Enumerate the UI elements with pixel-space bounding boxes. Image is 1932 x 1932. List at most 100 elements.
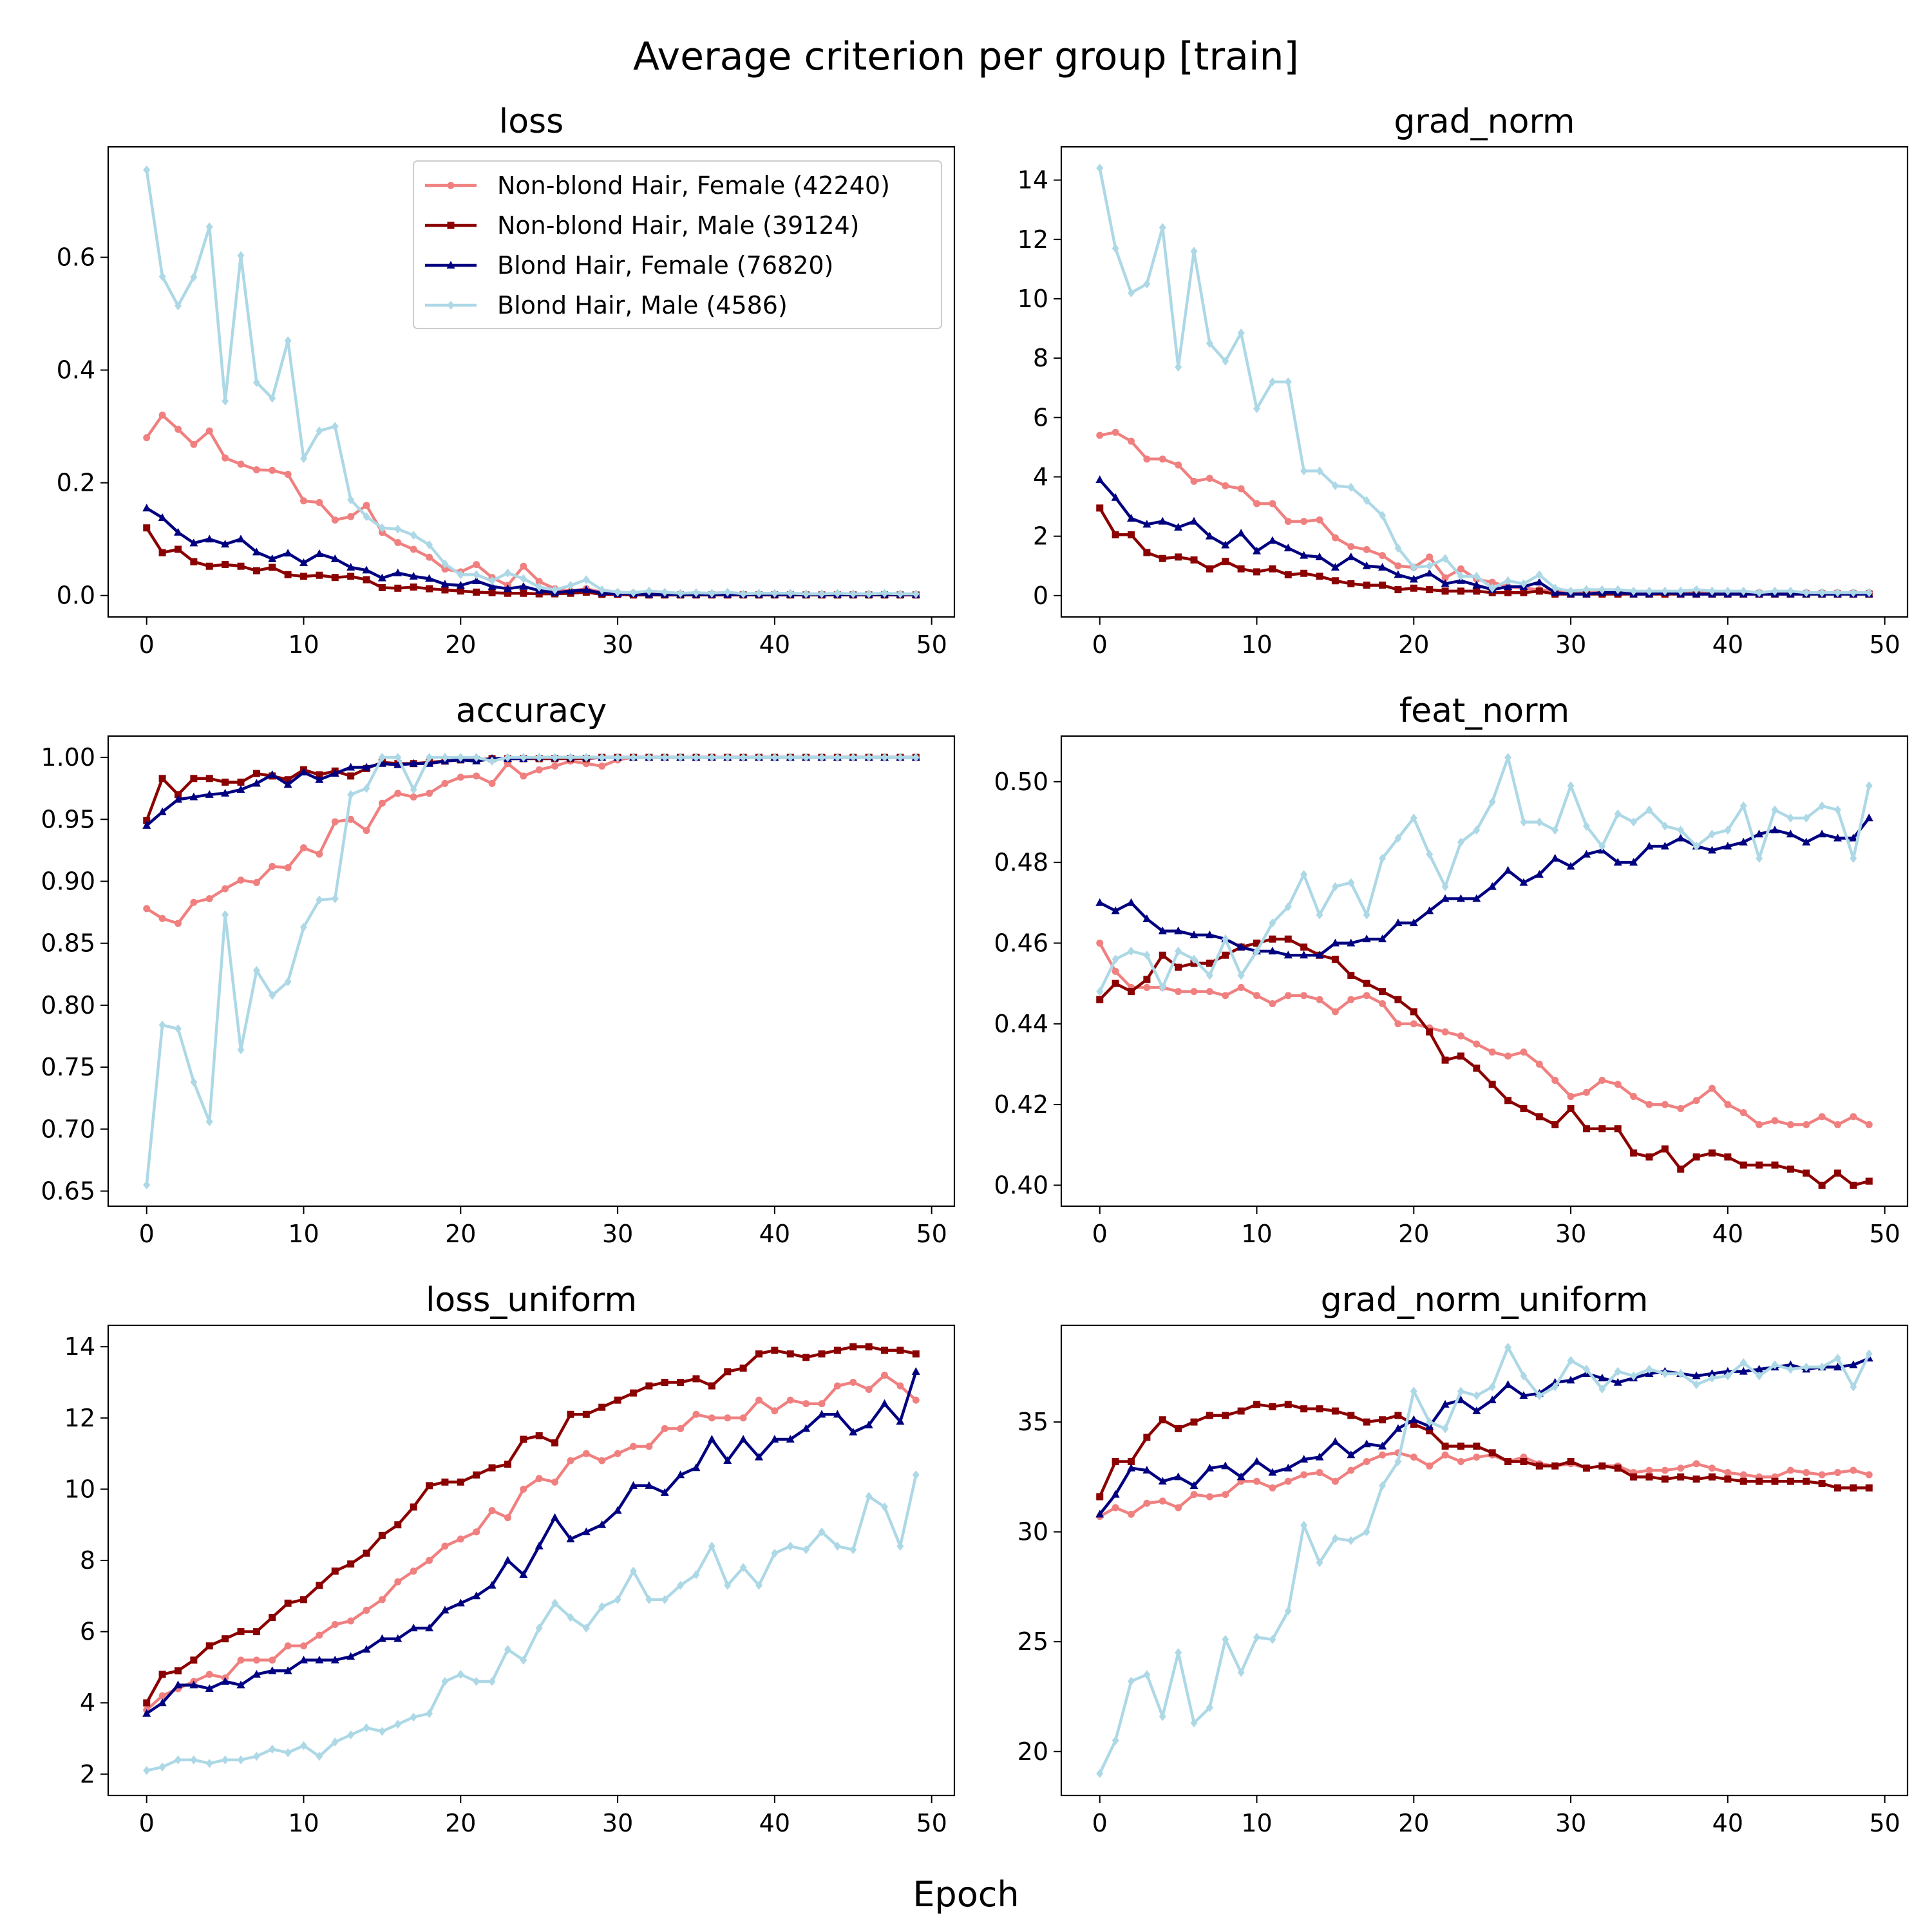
data-point: [1850, 1181, 1857, 1189]
data-point: [629, 1389, 637, 1397]
data-point: [174, 301, 182, 310]
data-point: [158, 1671, 166, 1678]
data-point: [1394, 918, 1403, 927]
data-point: [299, 768, 308, 776]
data-point: [1316, 516, 1323, 524]
data-point: [1692, 1460, 1700, 1468]
data-point: [1253, 568, 1261, 576]
data-point: [190, 1656, 198, 1664]
data-point: [1269, 1403, 1276, 1410]
data-point: [1677, 826, 1685, 835]
data-point: [331, 1738, 339, 1747]
data-point: [1582, 1365, 1590, 1374]
data-point: [1237, 328, 1245, 337]
data-point: [520, 1435, 527, 1443]
x-tick-label: 10: [1241, 630, 1272, 659]
y-tick-label: 35: [1018, 1408, 1048, 1436]
data-point: [347, 790, 355, 799]
data-point: [1205, 531, 1214, 540]
data-point: [1159, 1497, 1166, 1505]
data-point: [503, 584, 512, 592]
data-point: [143, 524, 151, 532]
data-point: [472, 1591, 481, 1600]
data-point: [1441, 574, 1449, 582]
data-point: [1409, 918, 1418, 927]
data-point: [520, 1655, 527, 1665]
data-point: [1143, 976, 1151, 983]
data-point: [1143, 1670, 1151, 1680]
data-point: [1803, 1170, 1810, 1177]
data-point: [692, 588, 700, 598]
series-line: [1098, 1345, 1871, 1774]
x-tick-label: 30: [1555, 1220, 1586, 1248]
data-point: [645, 1382, 653, 1390]
data-point: [1865, 1121, 1873, 1128]
figure-xlabel: Epoch: [913, 1874, 1019, 1915]
data-point: [504, 1514, 511, 1522]
data-point: [393, 760, 402, 768]
data-point: [347, 573, 355, 580]
data-point: [316, 895, 323, 905]
data-point: [598, 585, 606, 594]
data-point: [410, 1503, 417, 1511]
data-point: [378, 529, 386, 536]
data-point: [1535, 1113, 1543, 1121]
x-tick-label: 40: [759, 1809, 790, 1837]
data-point: [222, 454, 229, 462]
data-point: [440, 1605, 450, 1614]
data-point: [346, 562, 355, 571]
data-point: [677, 589, 685, 598]
data-point: [677, 1378, 685, 1386]
data-point: [1551, 1076, 1559, 1084]
data-point: [205, 1117, 213, 1126]
data-point: [1818, 1480, 1826, 1488]
data-point: [143, 817, 151, 824]
data-point: [331, 1567, 339, 1575]
data-point: [158, 412, 166, 419]
data-point: [1708, 1473, 1716, 1481]
data-point: [237, 876, 245, 884]
data-point: [660, 1488, 669, 1496]
data-point: [1519, 1391, 1528, 1399]
data-point: [1222, 558, 1229, 565]
data-point: [677, 1425, 685, 1432]
data-point: [1127, 988, 1135, 996]
data-point: [1221, 540, 1230, 549]
data-point: [410, 531, 417, 540]
data-point: [896, 1541, 904, 1551]
data-point: [300, 844, 308, 852]
data-point: [535, 1624, 543, 1633]
data-point: [1315, 1452, 1324, 1461]
data-point: [1473, 571, 1481, 581]
data-point: [1551, 1121, 1559, 1128]
data-point: [1331, 577, 1339, 585]
data-point: [1614, 809, 1622, 819]
axes-frame: [1060, 1324, 1909, 1797]
data-point: [598, 753, 606, 762]
data-point: [1142, 1466, 1151, 1474]
data-point: [1096, 164, 1104, 173]
x-tick-label: 50: [916, 1220, 947, 1248]
data-point: [488, 1464, 496, 1472]
data-point: [1803, 1362, 1810, 1372]
data-point: [1850, 1382, 1857, 1392]
data-point: [1833, 833, 1842, 842]
x-tick-label: 30: [602, 1809, 633, 1837]
data-point: [1347, 1450, 1356, 1459]
data-point: [739, 589, 747, 599]
data-point: [1849, 833, 1858, 842]
data-point: [1143, 983, 1151, 991]
data-point: [1441, 1424, 1449, 1434]
data-point: [1535, 570, 1543, 580]
data-point: [346, 1652, 355, 1660]
data-point: [205, 1759, 213, 1768]
data-point: [283, 549, 292, 557]
data-point: [1630, 1371, 1638, 1381]
axes-frame: [1060, 146, 1909, 618]
data-point: [1488, 1382, 1496, 1392]
data-point: [1786, 1121, 1794, 1128]
data-point: [158, 1762, 166, 1772]
data-point: [1096, 996, 1104, 1003]
data-point: [1645, 805, 1653, 815]
data-point: [1786, 586, 1794, 596]
